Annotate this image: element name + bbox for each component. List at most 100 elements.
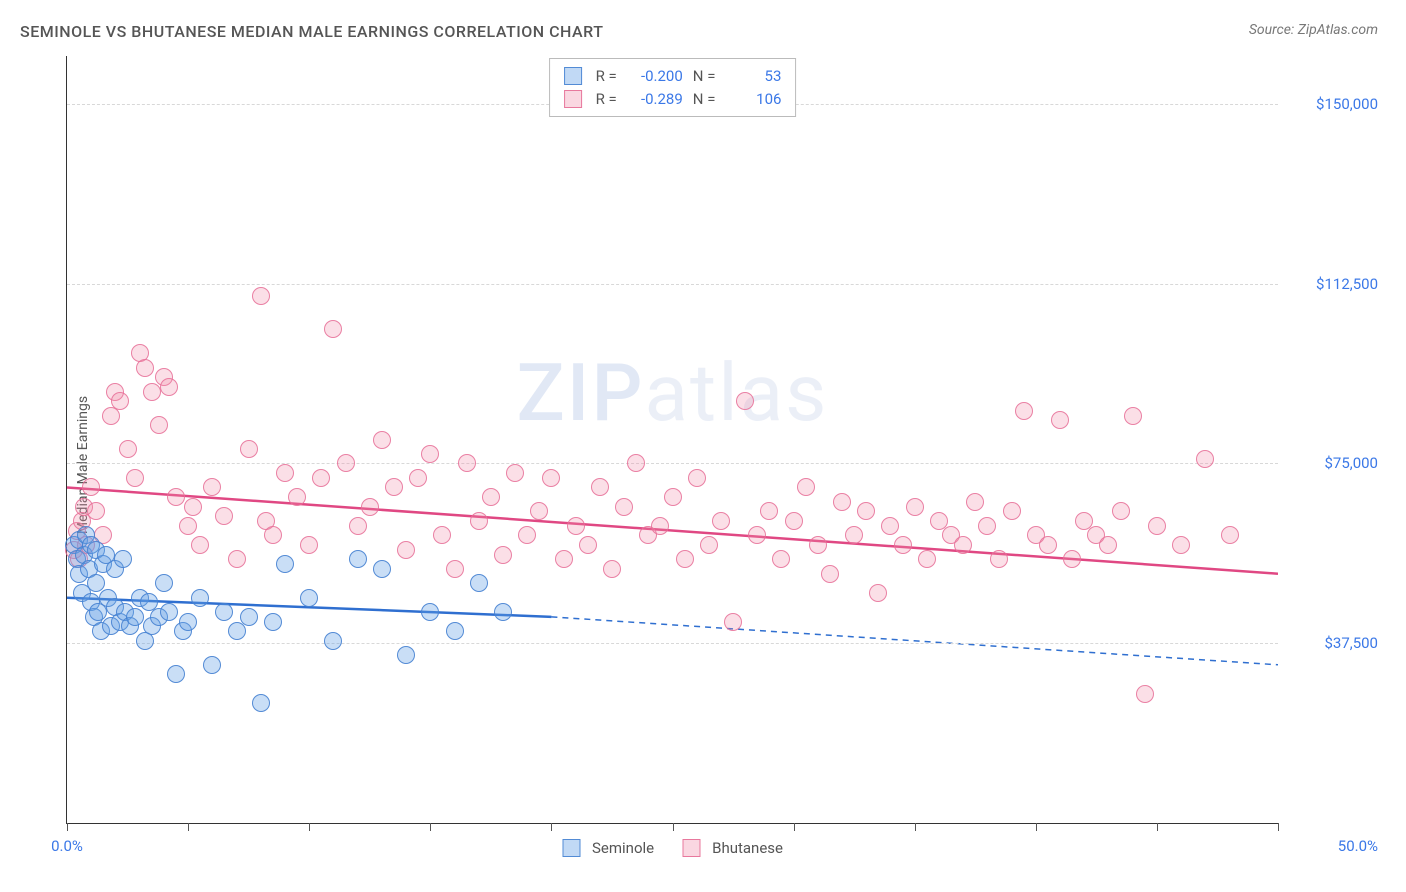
data-point-pink [1063,550,1081,568]
data-point-pink [203,478,221,496]
data-point-pink [760,502,778,520]
data-point-pink [542,469,560,487]
data-point-pink [567,517,585,535]
swatch-seminole [562,839,580,857]
data-point-pink [276,464,294,482]
data-point-pink [470,512,488,530]
data-point-pink [1099,536,1117,554]
data-point-pink [167,488,185,506]
data-point-pink [191,536,209,554]
data-point-pink [724,613,742,631]
data-point-pink [1112,502,1130,520]
x-tick [551,823,552,831]
data-point-pink [990,550,1008,568]
legend-row-seminole: R = -0.200 N = 53 [564,65,782,88]
legend-label-seminole: Seminole [592,839,654,857]
x-tick [915,823,916,831]
swatch-seminole [564,67,582,85]
data-point-pink [688,469,706,487]
data-point-pink [361,498,379,516]
data-point-pink [1015,402,1033,420]
data-point-pink [1148,517,1166,535]
data-point-pink [1196,450,1214,468]
data-point-pink [954,536,972,554]
r-label: R = [596,88,617,111]
data-point-pink [421,445,439,463]
data-point-pink [494,546,512,564]
data-point-pink [160,378,178,396]
data-point-pink [506,464,524,482]
data-point-pink [712,512,730,530]
data-point-blue [349,550,367,568]
data-point-pink [651,517,669,535]
source-attribution: Source: ZipAtlas.com [1249,22,1378,38]
n-value-bhutanese: 106 [725,88,781,111]
data-point-pink [894,536,912,554]
data-point-pink [240,440,258,458]
data-point-pink [845,526,863,544]
x-tick [1278,823,1279,831]
x-tick [1036,823,1037,831]
legend-item-seminole: Seminole [562,839,654,857]
data-point-pink [228,550,246,568]
gridline-h [67,643,1278,644]
n-value-seminole: 53 [725,65,781,88]
data-point-pink [1051,411,1069,429]
data-point-pink [87,502,105,520]
x-tick-label-max: 50.0% [1338,837,1378,855]
data-point-pink [215,507,233,525]
r-value-bhutanese: -0.289 [627,88,683,111]
data-point-pink [530,502,548,520]
data-point-pink [821,565,839,583]
data-point-pink [664,488,682,506]
data-point-pink [1003,502,1021,520]
data-point-pink [966,493,984,511]
data-point-blue [179,613,197,631]
data-point-pink [312,469,330,487]
x-tick [1157,823,1158,831]
x-tick [309,823,310,831]
data-point-pink [119,440,137,458]
data-point-pink [373,431,391,449]
data-point-pink [676,550,694,568]
data-point-pink [143,383,161,401]
data-point-pink [288,488,306,506]
data-point-pink [482,488,500,506]
data-point-blue [228,622,246,640]
data-point-pink [627,454,645,472]
data-point-blue [167,665,185,683]
legend-row-bhutanese: R = -0.289 N = 106 [564,88,782,111]
x-tick [794,823,795,831]
data-point-pink [446,560,464,578]
data-point-pink [700,536,718,554]
swatch-bhutanese [682,839,700,857]
data-point-pink [337,454,355,472]
legend-label-bhutanese: Bhutanese [712,839,783,857]
data-point-pink [579,536,597,554]
x-tick [673,823,674,831]
data-point-pink [82,478,100,496]
data-point-pink [458,454,476,472]
data-point-pink [1124,407,1142,425]
data-point-pink [857,502,875,520]
data-point-blue [126,608,144,626]
data-point-pink [126,469,144,487]
data-point-blue [373,560,391,578]
legend-stats-box: R = -0.200 N = 53 R = -0.289 N = 106 [549,58,797,117]
data-point-pink [809,536,827,554]
y-tick-label: $75,000 [1288,454,1378,472]
data-point-blue [203,656,221,674]
data-point-pink [264,526,282,544]
plot-area: ZIPatlas R = -0.200 N = 53 R = -0.289 N … [66,56,1278,824]
data-point-pink [748,526,766,544]
data-point-pink [136,359,154,377]
y-tick-label: $150,000 [1288,95,1378,113]
data-point-pink [1039,536,1057,554]
n-label: N = [693,88,716,111]
data-point-pink [409,469,427,487]
legend-item-bhutanese: Bhutanese [682,839,783,857]
chart-title: SEMINOLE VS BHUTANESE MEDIAN MALE EARNIN… [20,22,603,41]
data-point-pink [797,478,815,496]
data-point-pink [918,550,936,568]
data-point-blue [494,603,512,621]
